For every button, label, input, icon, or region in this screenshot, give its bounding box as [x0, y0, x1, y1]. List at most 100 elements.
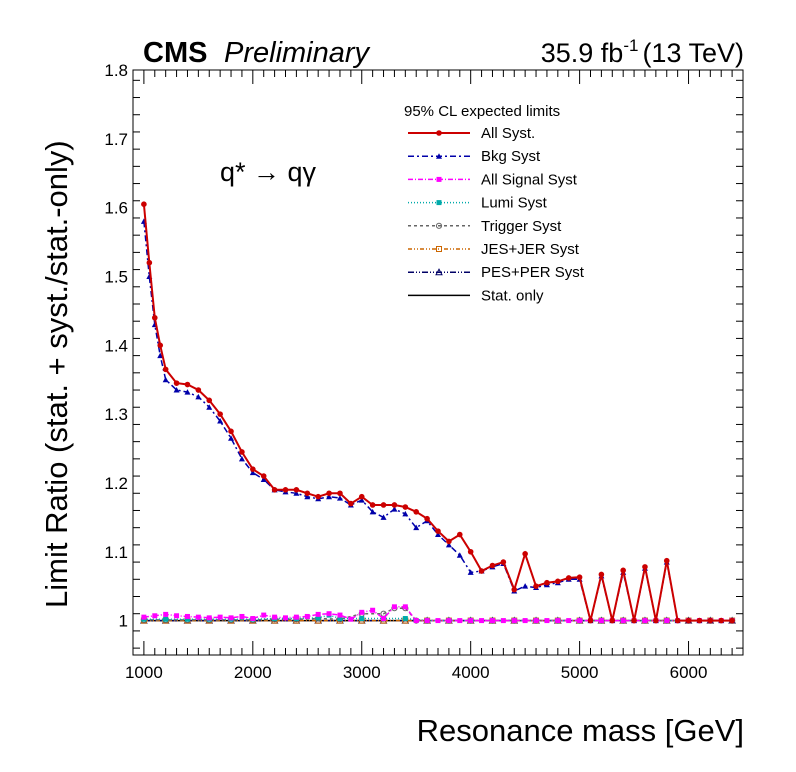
x-axis-title: Resonance mass [GeV]: [417, 713, 744, 748]
data-point: [157, 352, 164, 359]
y-tick-labels: 1 1.1 1.2 1.3 1.4 1.5 1.6 1.7 1.8: [104, 61, 128, 631]
data-point: [391, 502, 398, 508]
x-tick-label: 1000: [125, 663, 163, 682]
data-point: [500, 559, 507, 565]
data-point: [163, 616, 169, 622]
data-point: [271, 487, 278, 493]
data-point: [239, 449, 245, 455]
lumi-value: 35.9 fb: [541, 38, 624, 68]
data-point: [184, 381, 191, 388]
data-point: [261, 612, 267, 618]
data-point: [336, 495, 343, 501]
data-point: [413, 524, 420, 531]
legend-label: Lumi Syst: [481, 195, 548, 212]
x-tick-label: 6000: [670, 663, 708, 682]
data-point: [326, 493, 333, 500]
data-point: [184, 389, 191, 395]
x-tick-labels: 1000 2000 3000 4000 5000 6000: [125, 663, 707, 682]
data-point: [359, 609, 365, 615]
data-point: [304, 613, 310, 619]
data-point: [173, 387, 180, 393]
data-point: [370, 607, 376, 613]
legend-item: Lumi Syst: [408, 195, 548, 212]
data-point: [436, 176, 442, 182]
data-point: [359, 616, 365, 622]
data-point: [260, 476, 267, 482]
y-tick-label: 1.3: [104, 405, 128, 424]
legend-item: All Syst.: [408, 125, 535, 142]
data-point: [304, 490, 311, 497]
data-point: [337, 490, 343, 497]
x-tick-label: 2000: [234, 663, 272, 682]
data-point: [304, 493, 311, 500]
lumi-energy: (13 TeV): [642, 38, 744, 68]
data-point: [228, 435, 235, 441]
data-point: [348, 616, 354, 622]
data-point: [424, 515, 430, 522]
data-point: [435, 268, 443, 276]
legend-label: JES+JER Syst: [481, 241, 580, 258]
legend-item: Trigger Syst: [408, 218, 562, 235]
legend-item: PES+PER Syst: [408, 264, 585, 281]
data-point: [663, 557, 670, 564]
data-point: [402, 604, 408, 610]
data-point: [533, 618, 539, 624]
data-point: [293, 614, 299, 620]
data-point: [587, 617, 594, 624]
data-point: [446, 538, 452, 545]
data-point: [436, 246, 442, 252]
data-point: [250, 466, 256, 472]
data-point: [696, 617, 703, 624]
data-point: [326, 611, 332, 617]
data-point: [402, 616, 408, 622]
legend-item: Bkg Syst: [408, 148, 541, 165]
data-point: [337, 616, 343, 622]
data-point: [206, 397, 213, 404]
axis-ticks: [133, 70, 743, 655]
data-point: [250, 616, 256, 622]
data-point: [369, 502, 376, 508]
data-point: [631, 617, 637, 624]
data-point: [217, 614, 223, 620]
data-point: [184, 613, 190, 619]
data-point: [456, 531, 463, 538]
y-tick-label: 1.8: [104, 61, 128, 80]
data-point: [152, 613, 158, 619]
y-tick-label: 1: [119, 612, 128, 631]
data-point: [456, 552, 463, 558]
x-tick-label: 5000: [561, 663, 599, 682]
experiment-label: CMS: [143, 37, 207, 69]
data-point: [146, 259, 153, 266]
data-point: [544, 579, 550, 586]
data-point: [435, 618, 441, 624]
data-point: [555, 578, 561, 585]
data-point: [326, 490, 332, 497]
data-point: [195, 387, 202, 393]
data-point: [293, 487, 300, 493]
series-all-signal-syst: [141, 604, 735, 624]
legend-label: Stat. only: [481, 287, 544, 304]
data-point: [195, 393, 202, 400]
data-point: [544, 618, 550, 624]
data-point: [157, 342, 164, 349]
data-point: [566, 618, 572, 624]
data-point: [685, 617, 692, 624]
data-point: [315, 615, 321, 621]
data-point: [522, 583, 529, 589]
lumi-label: 35.9 fb-1 (13 TeV): [541, 36, 744, 68]
legend-label: All Syst.: [481, 125, 535, 142]
data-point: [238, 455, 245, 462]
data-point: [358, 497, 365, 503]
data-point: [348, 500, 354, 507]
data-point: [217, 418, 224, 424]
data-point: [293, 490, 300, 496]
legend-label: PES+PER Syst: [481, 264, 585, 281]
data-point: [435, 222, 443, 229]
data-point: [468, 618, 474, 624]
data-point: [381, 616, 387, 622]
data-point: [402, 504, 409, 510]
data-point: [380, 514, 387, 520]
data-point: [315, 493, 321, 500]
data-point: [162, 376, 169, 383]
data-point: [467, 548, 474, 555]
